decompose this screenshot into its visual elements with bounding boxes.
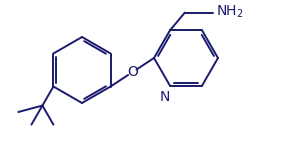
Text: NH$_2$: NH$_2$ bbox=[216, 3, 244, 20]
Text: O: O bbox=[127, 65, 138, 79]
Text: N: N bbox=[160, 90, 170, 104]
